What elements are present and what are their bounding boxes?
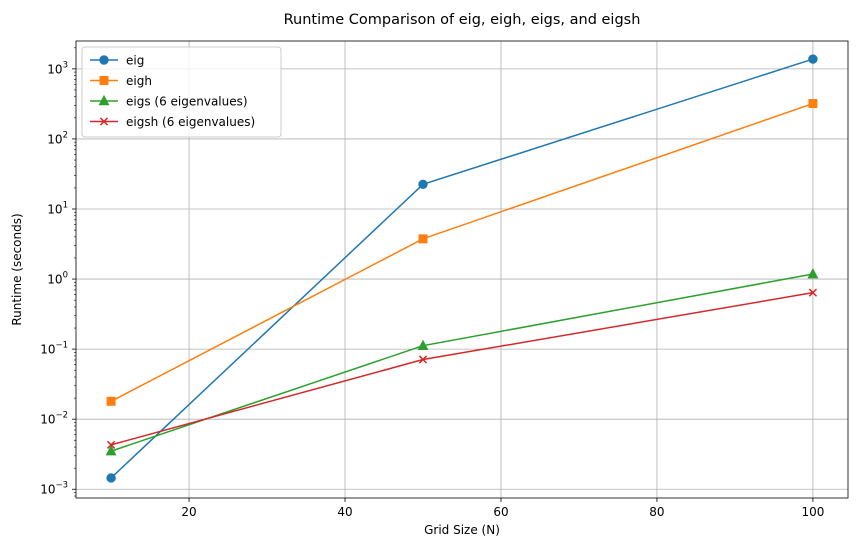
data-point bbox=[418, 179, 428, 190]
data-point bbox=[417, 339, 429, 350]
series-line bbox=[110, 291, 814, 446]
series-eig bbox=[106, 54, 818, 483]
legend-label: eigs (6 eigenvalues) bbox=[126, 94, 248, 108]
legend-label: eigsh (6 eigenvalues) bbox=[126, 115, 255, 129]
legend-entry: eig bbox=[90, 53, 144, 67]
axis-ticks: 20 40 60 80 100 10−3 10−2 10−1 100 101 102 103 bbox=[40, 47, 824, 519]
legend-label: eig bbox=[126, 53, 144, 67]
series-line bbox=[110, 273, 814, 452]
legend: eig eigh eigs (6 eigenvalues) eigsh (6 eige… bbox=[81, 46, 282, 138]
x-tick-label: 40 bbox=[337, 505, 352, 519]
y-tick-label: 100 bbox=[47, 271, 68, 287]
data-point bbox=[106, 473, 116, 483]
data-point bbox=[418, 355, 428, 364]
data-point bbox=[808, 54, 818, 64]
legend-label: eigh bbox=[126, 74, 152, 88]
legend-entry: eigsh (6 eigenvalues) bbox=[90, 115, 255, 129]
legend-entry: eigs (6 eigenvalues) bbox=[90, 94, 248, 108]
x-tick-label: 20 bbox=[181, 505, 196, 519]
plot-area bbox=[75, 40, 849, 499]
x-axis-label: Grid Size (N) bbox=[424, 523, 500, 537]
series-eigsh bbox=[106, 288, 818, 449]
series-line bbox=[110, 102, 814, 402]
data-point bbox=[807, 267, 819, 279]
series-eigs bbox=[105, 267, 819, 456]
x-tick-label: 100 bbox=[801, 505, 824, 519]
data-point bbox=[808, 99, 818, 109]
x-tick-label: 80 bbox=[649, 505, 664, 519]
data-point bbox=[418, 234, 428, 244]
legend-marker bbox=[99, 117, 109, 126]
y-axis-label: Runtime (seconds) bbox=[10, 213, 24, 325]
legend-marker bbox=[99, 55, 109, 65]
legend-entry: eigh bbox=[90, 74, 152, 88]
data-point bbox=[106, 440, 116, 449]
chart-title: Runtime Comparison of eig, eigh, eigs, a… bbox=[284, 12, 641, 28]
y-tick-label: 10−1 bbox=[40, 341, 68, 357]
y-tick-label: 103 bbox=[47, 60, 68, 76]
data-point bbox=[105, 445, 117, 456]
y-tick-label: 10−2 bbox=[40, 411, 68, 427]
x-tick-label: 60 bbox=[493, 505, 508, 519]
series-group bbox=[105, 54, 819, 483]
data-point bbox=[106, 396, 116, 406]
legend-box bbox=[81, 46, 282, 138]
legend-marker bbox=[98, 94, 110, 106]
legend-marker bbox=[99, 76, 109, 85]
data-point bbox=[808, 288, 818, 297]
series-eigh bbox=[106, 99, 818, 406]
y-tick-label: 102 bbox=[47, 130, 68, 146]
y-tick-label: 101 bbox=[47, 201, 68, 217]
y-tick-label: 10−3 bbox=[40, 481, 68, 497]
